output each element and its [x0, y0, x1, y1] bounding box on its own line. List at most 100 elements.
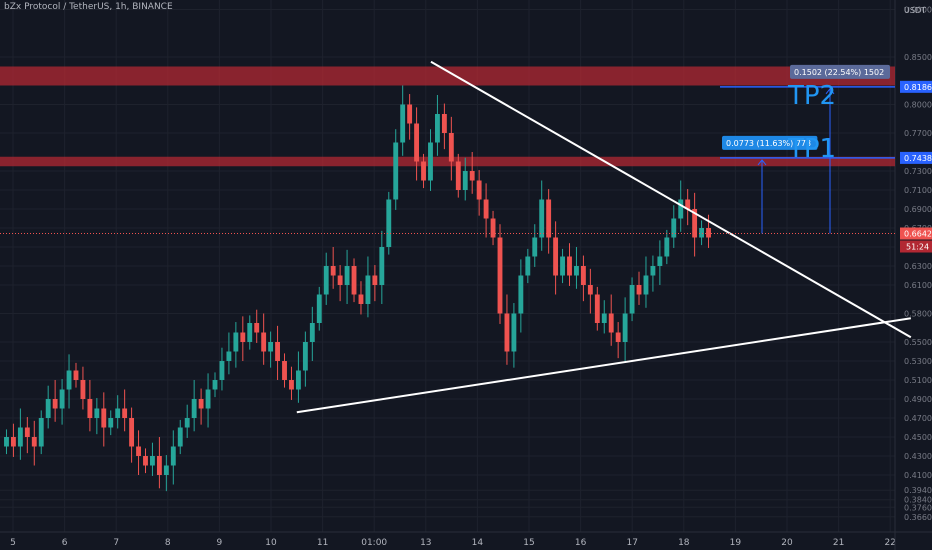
- x-tick-label: 5: [10, 538, 16, 548]
- candle-body: [407, 104, 413, 124]
- candle-body: [94, 408, 100, 418]
- candle-body: [122, 408, 128, 418]
- y-tick-label: 0.8000: [904, 101, 932, 110]
- candle-body: [10, 437, 16, 447]
- candle-body: [330, 266, 336, 276]
- x-tick-label: 22: [884, 538, 895, 548]
- current-price-label: 0.6642: [904, 230, 932, 239]
- candle-body: [594, 294, 600, 323]
- target-price-box: [900, 151, 932, 164]
- candle-body: [163, 465, 169, 475]
- candle-body: [532, 237, 538, 257]
- candle-body: [448, 133, 454, 162]
- candle-body: [657, 256, 663, 266]
- x-tick-label: 11: [317, 538, 328, 548]
- candle-body: [66, 370, 72, 390]
- candle-body: [289, 380, 294, 390]
- currency-label: USDT: [904, 6, 926, 15]
- x-tick-label: 7: [113, 538, 119, 548]
- y-tick-label: 0.4500: [904, 433, 932, 442]
- candle-body: [240, 332, 246, 342]
- candle-body: [421, 161, 426, 181]
- y-tick-label: 0.6300: [904, 262, 932, 271]
- candle-body: [518, 275, 524, 314]
- candle-body: [156, 456, 162, 475]
- candle-body: [344, 266, 350, 285]
- candle-body: [574, 266, 579, 276]
- candle-body: [671, 218, 677, 238]
- candle-body: [664, 237, 670, 257]
- candle-body: [706, 228, 711, 238]
- candle-body: [441, 114, 447, 133]
- measure-arrow-head: [825, 88, 835, 95]
- candle-body: [59, 389, 65, 409]
- candle-body: [546, 199, 552, 238]
- candle-body: [643, 275, 649, 295]
- candle-body: [476, 180, 482, 200]
- resistance-zone: [0, 66, 895, 86]
- x-tick-label: 01:00: [361, 538, 387, 548]
- tp-label: TP2: [787, 81, 836, 111]
- measure-box: [722, 135, 818, 150]
- x-tick-label: 17: [626, 538, 637, 548]
- candle-body: [136, 446, 141, 456]
- candle-body: [608, 313, 614, 333]
- measure-label: 0.1502 (22.54%) 1502: [794, 68, 884, 77]
- tp-label: TP1: [787, 134, 836, 164]
- target-price-box: [900, 80, 932, 93]
- candle-body: [226, 351, 232, 361]
- candle-body: [24, 427, 30, 437]
- candle-body: [435, 114, 440, 143]
- candle-body: [316, 294, 322, 323]
- candle-body: [309, 323, 315, 342]
- y-tick-label: 0.7700: [904, 129, 932, 138]
- y-tick-label: 0.7100: [904, 186, 932, 195]
- resistance-zone: [0, 156, 895, 167]
- y-tick-label: 0.5100: [904, 376, 932, 385]
- x-tick-label: 19: [730, 538, 742, 548]
- candle-body: [129, 418, 135, 447]
- candle-body: [282, 361, 287, 380]
- candle-body: [219, 361, 225, 380]
- current-price-box: [900, 227, 932, 240]
- candle-body: [295, 370, 301, 390]
- candle-body: [692, 209, 698, 238]
- x-tick-label: 15: [523, 538, 534, 548]
- candle-body: [462, 171, 468, 190]
- y-tick-label: 0.6900: [904, 205, 932, 214]
- candle-body: [233, 332, 239, 352]
- candle-body: [302, 342, 308, 371]
- candle-body: [170, 446, 176, 466]
- candle-body: [483, 199, 489, 219]
- candle-body: [275, 342, 280, 361]
- candle-body: [198, 399, 204, 409]
- candle-body: [17, 427, 23, 447]
- candle-body: [650, 266, 656, 276]
- candle-body: [254, 323, 260, 333]
- y-tick-label: 0.4300: [904, 452, 932, 461]
- candle-body: [615, 332, 621, 342]
- candle-body: [372, 275, 378, 285]
- candle-body: [587, 285, 593, 295]
- candle-body: [31, 437, 37, 447]
- measure-arrow-head: [757, 159, 767, 166]
- y-tick-label: 0.7300: [904, 167, 932, 176]
- chart-title: bZx Protocol / TetherUS, 1h, BINANCE: [4, 2, 173, 12]
- y-tick-label: 0.8500: [904, 53, 932, 62]
- countdown-box: [900, 240, 932, 253]
- candle-body: [150, 456, 155, 466]
- candle-body: [622, 313, 628, 342]
- candle-body: [525, 256, 531, 276]
- candle-body: [108, 418, 114, 428]
- candle-body: [4, 437, 9, 447]
- y-tick-label: 0.4700: [904, 414, 932, 423]
- candle-body: [80, 380, 86, 399]
- candle-body: [101, 408, 107, 428]
- candle-body: [469, 171, 475, 181]
- candle-body: [205, 389, 211, 409]
- y-tick-label: 0.9000: [904, 6, 932, 15]
- candle-body: [45, 399, 51, 418]
- candle-body: [414, 123, 420, 162]
